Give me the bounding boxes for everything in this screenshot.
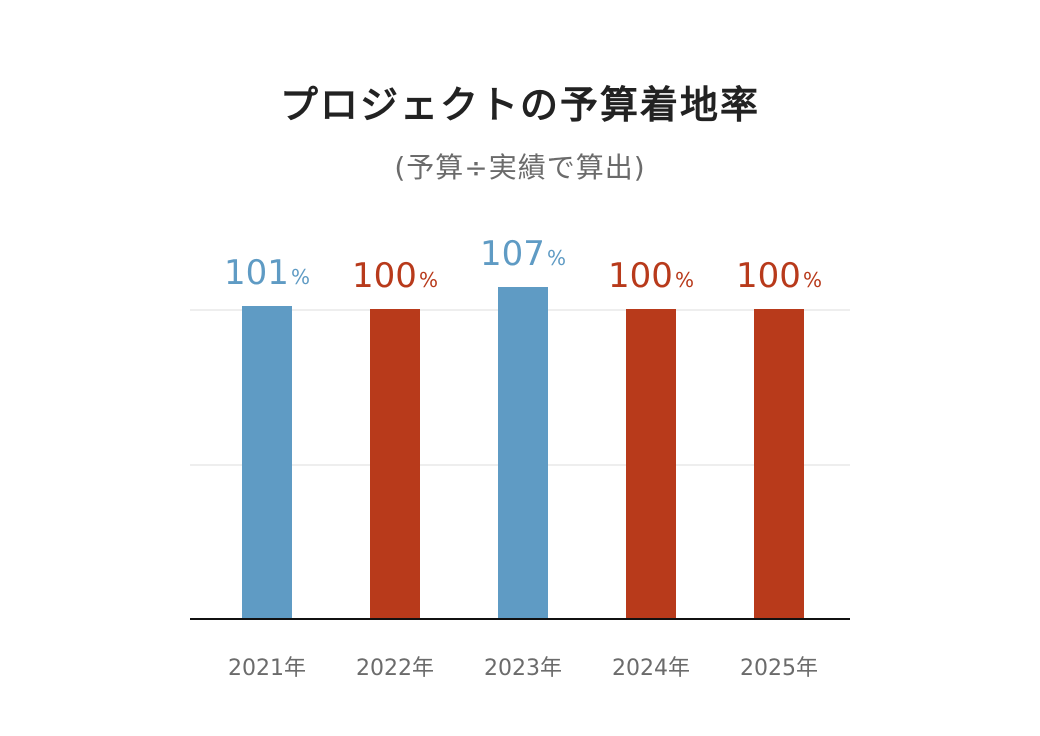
bar-2021年 [242,306,292,618]
bar-2022年 [370,309,420,618]
value-number: 100 [352,256,417,296]
value-label: 101% [197,256,337,294]
percent-sign: % [418,268,438,292]
percent-sign: % [674,268,694,292]
percent-sign: % [802,268,822,292]
bar-2023年 [498,287,548,618]
value-label: 100% [581,259,721,297]
bar-2024年 [626,309,676,618]
value-number: 107 [480,234,545,274]
value-label: 100% [325,259,465,297]
x-axis-label: 2024年 [612,656,690,681]
plot-area: 101% 100% 107% 100% 100% [190,200,850,620]
percent-sign: % [290,265,310,289]
value-label: 100% [709,259,849,297]
x-axis-label: 2021年 [228,656,306,681]
value-label: 107% [453,237,593,275]
x-axis-label: 2025年 [740,656,818,681]
bar-2025年 [754,309,804,618]
x-axis-label: 2023年 [484,656,562,681]
x-axis-label: 2022年 [356,656,434,681]
value-number: 100 [608,256,673,296]
x-axis-baseline [190,618,850,620]
value-number: 100 [736,256,801,296]
chart-title: プロジェクトの予算着地率 [279,83,760,127]
value-number: 101 [224,253,289,293]
chart-subtitle: (予算÷実績で算出) [394,151,646,184]
percent-sign: % [546,246,566,270]
